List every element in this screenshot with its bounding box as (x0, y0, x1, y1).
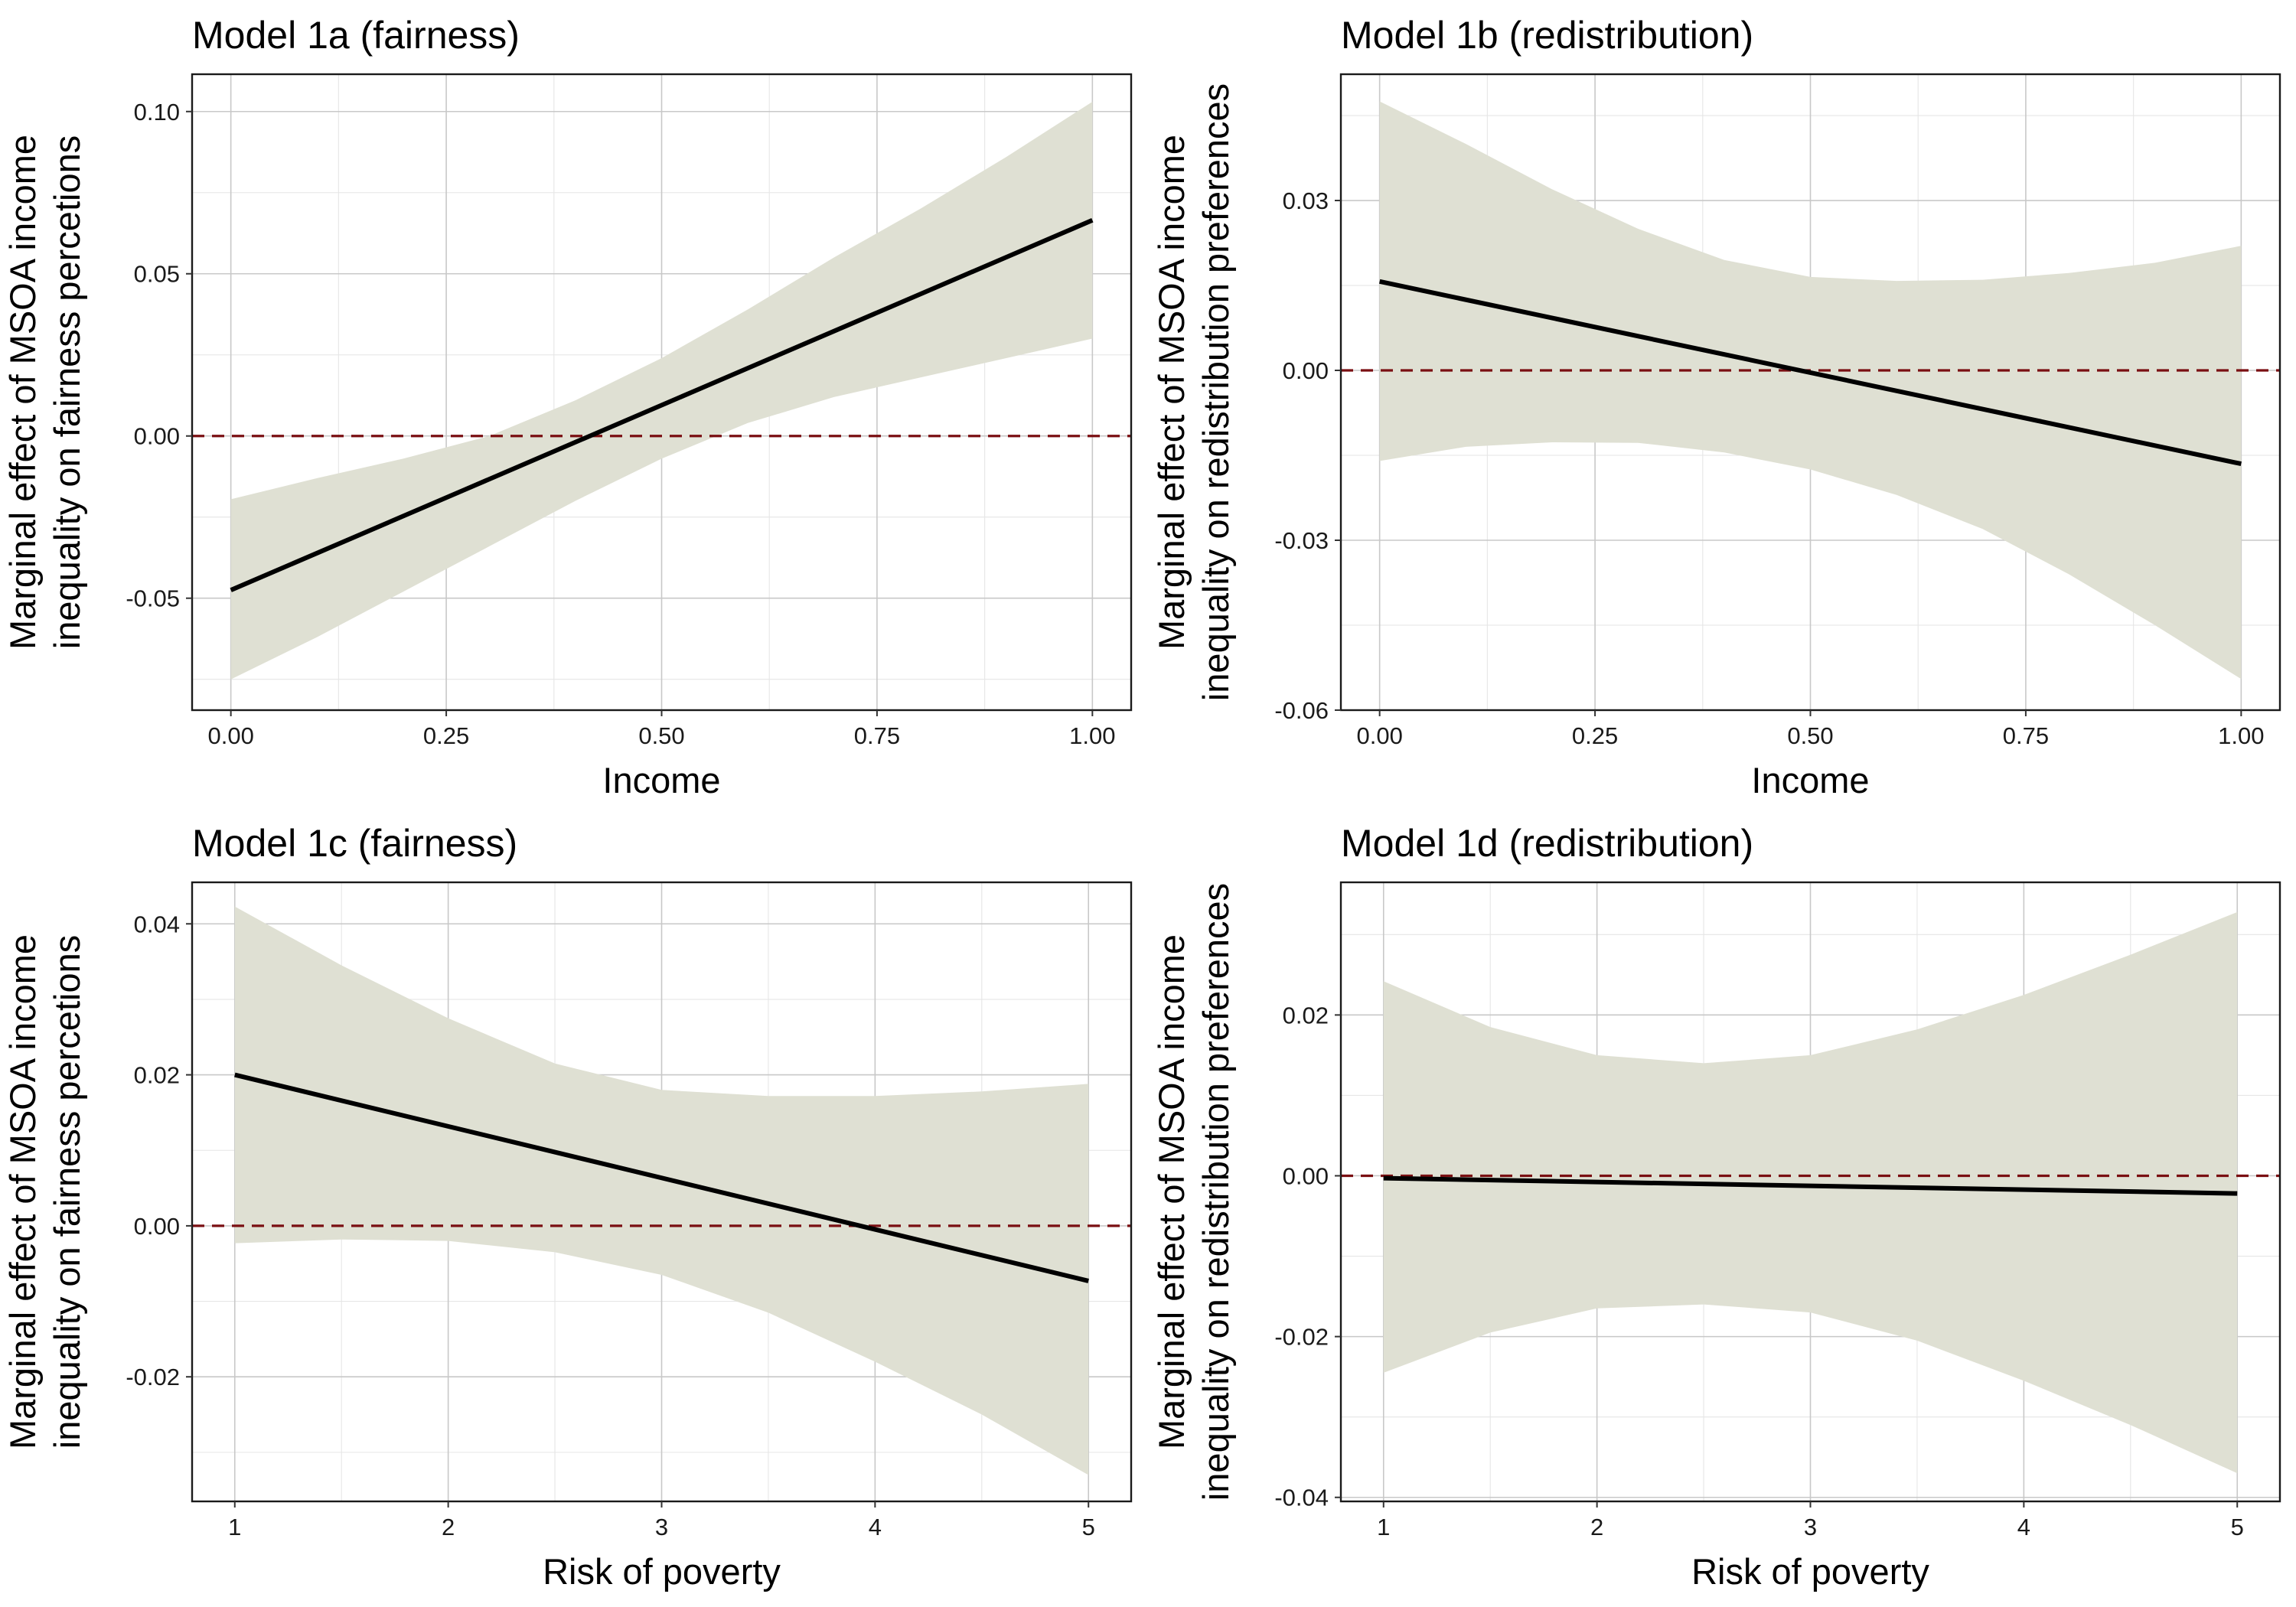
x-tick-label: 0.50 (638, 722, 684, 749)
y-axis-title-line: inequality on fairness percetions (47, 935, 87, 1449)
panel-title: Model 1b (redistribution) (1341, 14, 1753, 57)
x-tick-label: 4 (2017, 1514, 2030, 1540)
panel-title: Model 1d (redistribution) (1341, 822, 1753, 865)
marginal-effect-line (1379, 279, 2242, 467)
x-axis-title: Income (1751, 760, 1869, 800)
y-tick-label: -0.04 (1274, 1485, 1329, 1511)
x-tick-label: 2 (442, 1514, 455, 1540)
panel-title: Model 1a (fairness) (192, 14, 520, 57)
x-tick-label: 3 (655, 1514, 668, 1540)
y-tick-label: 0.05 (134, 261, 180, 288)
x-tick-label: 4 (869, 1514, 882, 1540)
y-axis-title-line: inequality on redistribution preferences (1195, 83, 1236, 701)
x-tick-label: 1.00 (1069, 722, 1115, 749)
x-axis-title: Risk of poverty (543, 1551, 781, 1592)
y-axis-title: Marginal effect of MSOA income inequality… (2, 934, 87, 1449)
y-axis-title-line: Marginal effect of MSOA income (2, 934, 43, 1449)
y-tick-label: 0.02 (134, 1062, 180, 1089)
x-tick-label: 1.00 (2218, 722, 2264, 749)
y-tick-label: 0.04 (134, 911, 180, 937)
marginal-effect-line (230, 218, 1094, 592)
y-axis-title: Marginal effect of MSOA income inequality… (1151, 83, 1236, 701)
y-tick-label: -0.03 (1274, 527, 1329, 554)
x-tick-label: 0.25 (1572, 722, 1618, 749)
y-axis-title-line: Marginal effect of MSOA income (1151, 135, 1192, 650)
chart-panel-2: 0.00 0.25 0.50 0.75 1.00 -0.06 -0.03 0.00 0.03 Mo… (1151, 14, 2281, 800)
y-tick-label: 0.00 (134, 423, 180, 450)
y-axis-title: Marginal effect of MSOA income inequality… (2, 135, 87, 650)
x-tick-label: 5 (2231, 1514, 2244, 1540)
x-tick-label: 0.75 (854, 722, 900, 749)
chart-panel-1: 0.00 0.25 0.50 0.75 1.00 -0.05 0.00 0.05 0.10 Mod… (2, 14, 1133, 800)
x-tick-label: 0.50 (1787, 722, 1833, 749)
x-tick-label: 1 (228, 1514, 241, 1540)
x-tick-label: 2 (1590, 1514, 1603, 1540)
y-axis-title-line: inequality on fairness percetions (47, 135, 87, 649)
y-tick-label: -0.02 (1274, 1324, 1329, 1351)
y-tick-label: 0.03 (1283, 187, 1329, 214)
y-axis-title: Marginal effect of MSOA income inequality… (1151, 883, 1236, 1501)
confidence-band (234, 906, 1089, 1475)
x-tick-label: 0.00 (207, 722, 253, 749)
x-tick-label: 3 (1804, 1514, 1817, 1540)
y-tick-label: 0.00 (1283, 357, 1329, 384)
y-axis-title-line: Marginal effect of MSOA income (1151, 934, 1192, 1449)
confidence-band (1383, 911, 2238, 1474)
x-tick-label: 0.25 (423, 722, 469, 749)
x-tick-label: 0.75 (2003, 722, 2049, 749)
confidence-band (230, 102, 1093, 680)
y-axis-title-line: inequality on redistribution preferences (1195, 883, 1236, 1501)
y-tick-label: -0.05 (126, 585, 180, 612)
chart-panel-4: 1 2 3 4 5 -0.04 -0.02 0.00 0.02 Model 1d (redistr… (1151, 822, 2281, 1592)
marginal-effect-line (234, 1072, 1089, 1283)
x-tick-label: 1 (1377, 1514, 1390, 1540)
x-tick-label: 5 (1082, 1514, 1095, 1540)
y-tick-label: -0.02 (126, 1364, 180, 1390)
y-tick-label: 0.02 (1283, 1002, 1329, 1028)
y-tick-label: -0.06 (1274, 697, 1329, 724)
panel-title: Model 1c (fairness) (192, 822, 517, 865)
x-axis-title: Income (602, 760, 720, 800)
marginal-effect-line (1383, 1175, 2238, 1196)
chart-panel-3: 1 2 3 4 5 -0.02 0.00 0.02 0.04 Model 1c (fairness… (2, 822, 1133, 1592)
x-tick-label: 0.00 (1356, 722, 1402, 749)
confidence-band (1379, 101, 2242, 680)
y-tick-label: 0.00 (1283, 1162, 1329, 1189)
y-tick-label: 0.00 (134, 1213, 180, 1240)
y-axis-title-line: Marginal effect of MSOA income (2, 135, 43, 650)
y-tick-label: 0.10 (134, 99, 180, 125)
x-axis-title: Risk of poverty (1691, 1551, 1929, 1592)
